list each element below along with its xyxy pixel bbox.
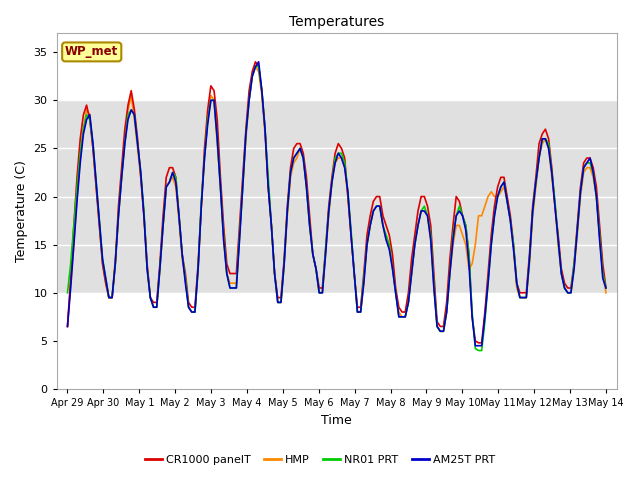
Y-axis label: Temperature (C): Temperature (C) <box>15 160 28 262</box>
X-axis label: Time: Time <box>321 414 352 427</box>
Legend: CR1000 panelT, HMP, NR01 PRT, AM25T PRT: CR1000 panelT, HMP, NR01 PRT, AM25T PRT <box>140 451 500 469</box>
Bar <box>57 100 617 293</box>
Text: WP_met: WP_met <box>65 46 118 59</box>
Title: Temperatures: Temperatures <box>289 15 385 29</box>
